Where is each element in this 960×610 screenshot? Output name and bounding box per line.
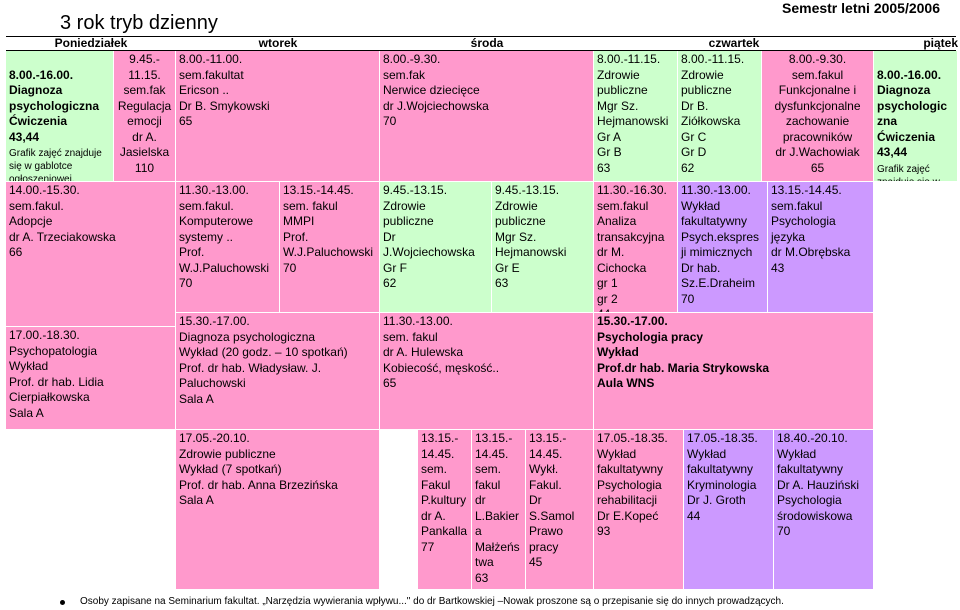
cell-wednesday-kobiecosc: 11.30.-13.00. sem. fakul dr A. Hulewska … — [380, 313, 594, 430]
cell-tuesday-komputerowe: 11.30.-13.00. sem.fakul. Komputerowe sys… — [176, 182, 280, 313]
cell-wednesday-prawo-pracy: 13.15.- 14.45. Wykł. Fakul. Dr S.Samol P… — [526, 430, 594, 590]
semester-label: Semestr letni 2005/2006 — [782, 0, 940, 16]
cell-tuesday-diagnoza-wyklad: 15.30.-17.00. Diagnoza psychologiczna Wy… — [176, 313, 380, 430]
cell-thursday-rehabilitacji: 17.05.-18.35. Wykład fakultatywny Psycho… — [594, 430, 684, 590]
cell-thursday-funkcjonalne: 8.00.-9.30. sem.fakul Funkcjonalne i dys… — [762, 51, 874, 182]
cell-monday-psychopatologia: 17.00.-18.30. Psychopatologia Wykład Pro… — [6, 327, 176, 430]
cell-text: 17.00.-18.30. Psychopatologia Wykład Pro… — [9, 328, 104, 420]
cell-wednesday-zdrowie-f: 9.45.-13.15. Zdrowie publiczne Dr J.Wojc… — [380, 182, 492, 313]
cell-thursday-srodowiskowa: 18.40.-20.10. Wykład fakultatywny Dr A. … — [774, 430, 874, 590]
cell-wednesday-malzenstwa: 13.15.- 14.45. sem. fakul dr L.Bakier a … — [472, 430, 526, 590]
cell-thursday-psychologia-pracy: 15.30.-17.00. Psychologia pracy Wykład P… — [594, 313, 874, 430]
day-header-friday: piątek — [923, 36, 958, 50]
cell-text: 15.30.-17.00. Diagnoza psychologiczna Wy… — [179, 314, 348, 406]
cell-tuesday-zdrowie-wyklad: 17.05.-20.10. Zdrowie publiczne Wykład (… — [176, 430, 380, 590]
cell-thursday-analiza: 11.30.-16.30. sem.fakul Analiza transakc… — [594, 182, 678, 313]
page-title: 3 rok tryb dzienny — [60, 12, 218, 34]
day-header-thursday: czwartek — [708, 36, 760, 50]
cell-thursday-kryminologia: 17.05.-18.35. Wykład fakultatywny Krymin… — [684, 430, 774, 590]
cell-thursday-zdrowie-cd: 8.00.-11.15. Zdrowie publiczne Dr B. Zió… — [678, 51, 762, 182]
cell-thursday-ekspresji: 11.30.-13.00. Wykład fakultatywny Psych.… — [678, 182, 768, 313]
cell-monday-empty — [6, 430, 176, 590]
cell-tuesday-ericson: 8.00.-11.00. sem.fakultat Ericson .. Dr … — [176, 51, 380, 182]
cell-friday-diagnoza: 8.00.-16.00. Diagnoza psychologic zna Ćw… — [874, 51, 958, 182]
cell-tuesday-mmpi: 13.15.-14.45. sem. fakul MMPI Prof. W.J.… — [280, 182, 380, 313]
day-header-bar — [6, 36, 956, 51]
day-header-wednesday: środa — [470, 36, 504, 50]
cell-note: Grafik zajęć znajduje się w gablotce ogł… — [877, 163, 940, 182]
day-header-tuesday: wtorek — [258, 36, 298, 50]
day-header-monday: Poniedziałek — [54, 36, 128, 50]
cell-wednesday-zdrowie-e: 9.45.-13.15. Zdrowie publiczne Mgr Sz. H… — [492, 182, 594, 313]
cell-wednesday-kultury: 13.15.- 14.45. sem. Fakul P.kultury dr A… — [418, 430, 472, 590]
cell-text: 8.00.-16.00. Diagnoza psychologic zna Ćw… — [877, 67, 948, 160]
cell-wednesday-nerwice: 8.00.-9.30. sem.fak Nerwice dziecięce dr… — [380, 51, 594, 182]
footnote: Osoby zapisane na Seminarium fakultat. „… — [80, 596, 784, 607]
cell-monday-adopcje: 14.00.-15.30. sem.fakul. Adopcje dr A. T… — [6, 182, 176, 327]
cell-monday-regulacja: 9.45.- 11.15. sem.fak Regulacja emocji d… — [114, 51, 176, 182]
cell-monday-diagnoza: 8.00.-16.00. Diagnoza psychologiczna Ćwi… — [6, 51, 114, 182]
cell-thursday-zdrowie-ab: 8.00.-11.15. Zdrowie publiczne Mgr Sz. H… — [594, 51, 678, 182]
bullet-icon — [60, 600, 65, 605]
cell-thursday-jezyka: 13.15.-14.45. sem.fakul Psychologia języ… — [768, 182, 874, 313]
cell-note: Grafik zajęć znajduje się w gablotce ogł… — [9, 148, 102, 182]
cell-text: 15.30.-17.00. Psychologia pracy Wykład P… — [597, 314, 770, 390]
cell-text: 8.00.-16.00. Diagnoza psychologiczna Ćwi… — [9, 67, 100, 144]
